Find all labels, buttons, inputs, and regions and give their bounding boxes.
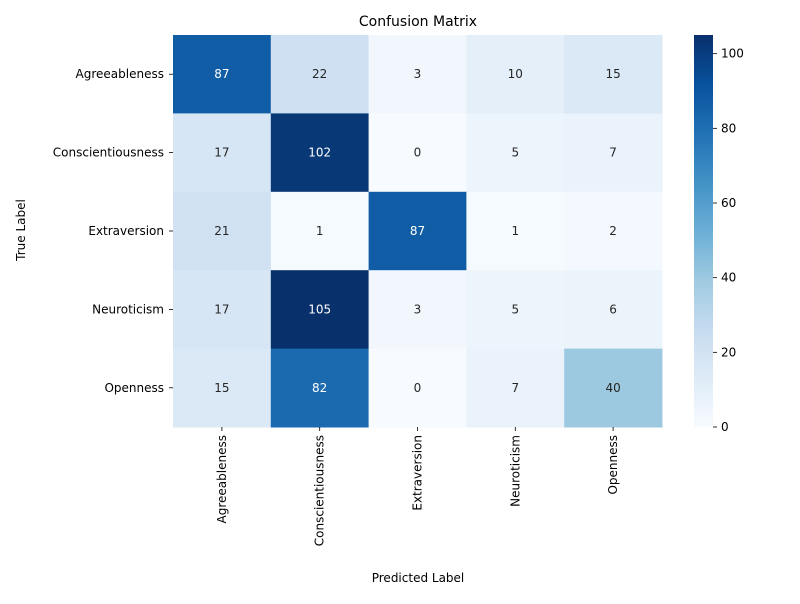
cell-value-label: 0 [414,381,422,395]
colorbar-ticks: 0 20 40 60 80 100 [713,47,744,434]
x-axis-ticks: Agreeableness Conscientiousness Extraversi… [215,427,620,546]
y-axis-label: True Label [14,199,28,262]
cell-value-label: 0 [414,146,422,160]
colorbar-tick-label: 0 [721,420,729,434]
heatmap-cell [466,191,565,271]
heatmap-cell [270,191,370,271]
y-tick-label: Extraversion [88,224,164,238]
y-tick-label: Conscientiousness [53,146,164,160]
cell-value-label: 2 [609,224,617,238]
heatmap-cell [466,35,565,114]
heatmap-cell [173,191,272,271]
chart-title: Confusion Matrix [359,14,477,30]
cell-value-label: 10 [508,67,523,81]
heatmap-cell [368,191,467,271]
cell-value-label: 7 [511,381,519,395]
y-axis-ticks: Agreeableness Conscientiousness Extraversi… [53,67,173,395]
cell-value-label: 22 [312,67,327,81]
heatmap-cell [368,113,467,193]
heatmap-cell [564,191,663,271]
y-tick-label: Agreeableness [76,67,164,81]
cell-value-label: 15 [605,67,620,81]
heatmap-cell [173,348,272,428]
cell-value-label: 87 [410,224,425,238]
heatmap-cell [564,35,663,114]
x-tick-label: Agreeableness [215,435,229,523]
cell-value-label: 21 [214,224,229,238]
cell-value-label: 105 [308,302,331,316]
x-tick-label: Neuroticism [508,435,522,507]
heatmap-cell [173,270,272,350]
heatmap-cell [564,348,663,428]
heatmap-cell [368,348,467,428]
heatmap-cell [270,348,370,428]
cell-value-label: 3 [414,67,422,81]
cell-value-label: 17 [214,146,229,160]
x-tick-label: Extraversion [411,435,425,511]
cell-value-label: 102 [308,146,331,160]
cell-value-label: 40 [605,381,620,395]
cell-value-label: 1 [511,224,519,238]
cell-value-label: 1 [316,224,324,238]
x-tick-label: Openness [606,435,620,495]
y-tick-label: Openness [104,381,164,395]
cell-value-label: 5 [511,302,519,316]
cell-value-label: 82 [312,381,327,395]
heatmap-cell [368,35,467,114]
heatmap-cell [564,270,663,350]
heatmap-cell [270,270,370,350]
cell-value-label: 7 [609,146,617,160]
x-axis-label: Predicted Label [372,571,465,585]
heatmap-cell [173,113,272,193]
cell-value-label: 6 [609,302,617,316]
heatmap-cell [368,270,467,350]
colorbar-tick-label: 60 [721,196,736,210]
heatmap-cells: 87 22 3 10 15 17 102 0 5 7 21 1 87 1 2 17 105 3 5 6 15 82 0 7 40 [173,35,663,428]
colorbar-tick-label: 80 [721,121,736,135]
colorbar-tick-label: 100 [721,47,744,61]
heatmap-cell [466,270,565,350]
heatmap-cell [466,113,565,193]
heatmap-cell [466,348,565,428]
cell-value-label: 15 [214,381,229,395]
y-tick-label: Neuroticism [92,302,164,316]
heatmap-cell [270,113,370,193]
heatmap-cell [564,113,663,193]
heatmap-cell [173,35,272,114]
x-tick-label: Conscientiousness [313,435,327,546]
heatmap-cell [270,35,370,114]
colorbar-tick-label: 20 [721,345,736,359]
cell-value-label: 87 [214,67,229,81]
colorbar [694,35,713,427]
cell-value-label: 3 [414,302,422,316]
cell-value-label: 5 [511,146,519,160]
cell-value-label: 17 [214,302,229,316]
colorbar-tick-label: 40 [721,271,736,285]
